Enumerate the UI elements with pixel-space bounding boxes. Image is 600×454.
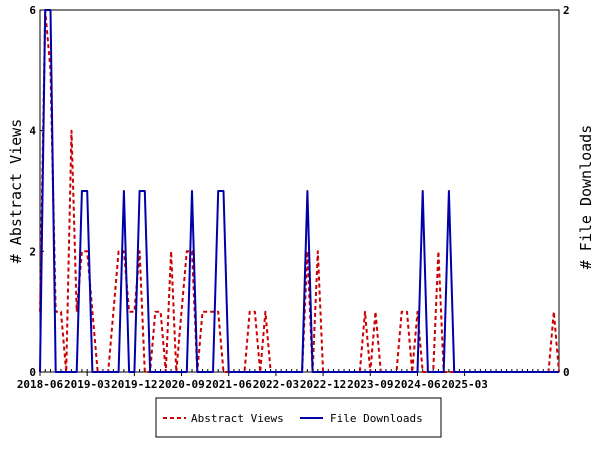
y-axis-tick-labels: 0 2 4 6 0 2 — [29, 4, 569, 379]
x-tick-label: 2019-12 — [111, 378, 157, 391]
legend-box — [155, 397, 442, 438]
x-tick-label: 2024-06 — [394, 378, 441, 391]
series-line-abstract-views — [39, 9, 560, 373]
x-tick-label: 2021-06 — [206, 378, 253, 391]
x-axis-tick-labels: 2018-06 2019-03 2019-12 2020-09 2021-06 2022-… — [17, 372, 488, 391]
series-line-file-downloads — [39, 9, 559, 373]
y-left-tick-label: 4 — [29, 125, 36, 138]
x-tick-label: 2022-03 — [253, 378, 299, 391]
series-layer — [39, 9, 560, 373]
plot-frame — [39, 9, 560, 373]
y-right-tick-label: 2 — [563, 4, 570, 17]
y-right-tick-label: 0 — [563, 366, 570, 379]
y-right-axis-title: # File Downloads — [577, 125, 595, 270]
legend-label-abstract-views: Abstract Views — [191, 412, 284, 425]
legend-label-file-downloads: File Downloads — [330, 412, 423, 425]
x-tick-label: 2018-06 — [17, 378, 64, 391]
y-left-tick-label: 0 — [29, 366, 36, 379]
x-tick-label: 2023-09 — [347, 378, 393, 391]
y-left-tick-label: 6 — [29, 4, 36, 17]
x-tick-label: 2019-03 — [64, 378, 110, 391]
x-tick-label: 2025-03 — [441, 378, 487, 391]
y-left-axis-title: # Abstract Views — [7, 119, 25, 264]
x-tick-label: 2022-12 — [300, 378, 346, 391]
x-tick-label: 2020-09 — [158, 378, 204, 391]
y-left-tick-label: 2 — [29, 245, 36, 258]
legend: Abstract Views File Downloads — [155, 397, 442, 438]
